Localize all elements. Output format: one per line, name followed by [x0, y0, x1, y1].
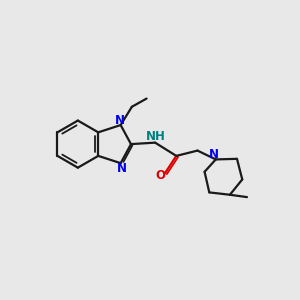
Text: N: N — [209, 148, 219, 161]
Text: N: N — [115, 113, 125, 127]
Text: NH: NH — [146, 130, 166, 143]
Text: N: N — [117, 162, 127, 175]
Text: O: O — [156, 169, 166, 182]
